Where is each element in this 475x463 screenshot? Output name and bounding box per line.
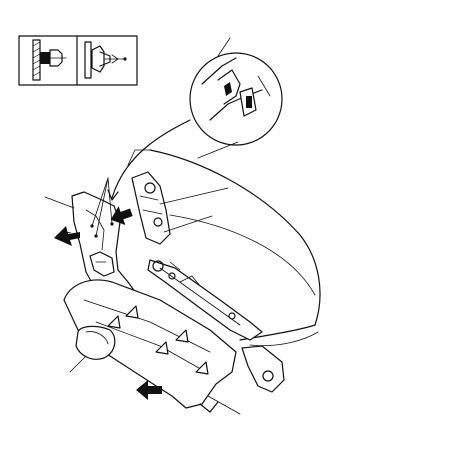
removal-direction-arrow-icon	[54, 206, 162, 400]
trim-cover-lower	[63, 279, 241, 415]
seat-frame	[131, 171, 285, 393]
trim-cover-upper	[44, 177, 139, 307]
clip-detail-icon	[18, 35, 138, 86]
clip-location-triangle-icon	[107, 305, 209, 375]
magnifier-callout-icon	[189, 37, 283, 159]
